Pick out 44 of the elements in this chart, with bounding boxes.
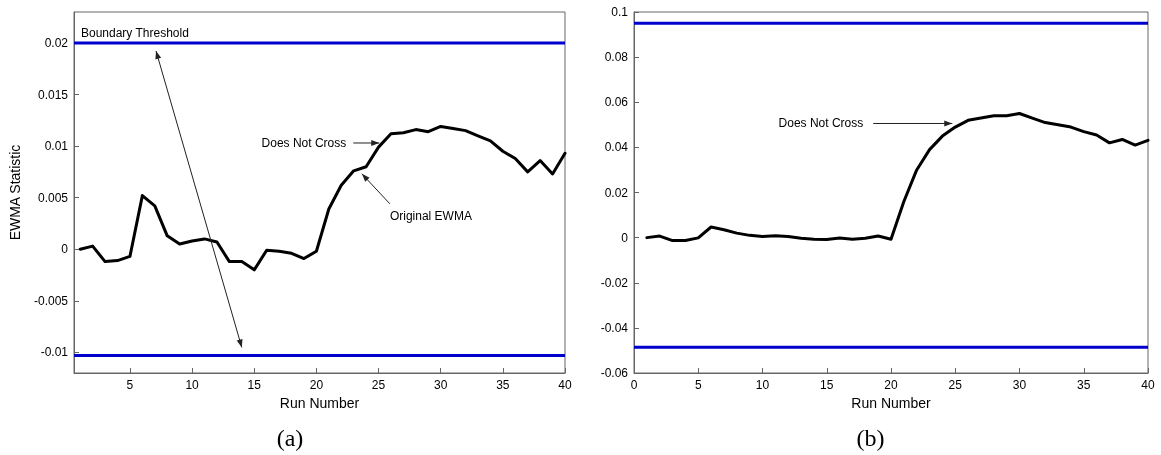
x-axis-title: Run Number [851, 394, 932, 411]
x-tick-label: 10 [755, 378, 770, 392]
y-tick-label: 0.01 [44, 139, 69, 154]
y-tick-label: 0 [61, 242, 69, 257]
x-tick-label: 30 [434, 378, 448, 392]
line-series [78, 124, 567, 272]
x-tick-label: 20 [309, 378, 324, 392]
x-axis-title: Run Number [279, 394, 360, 411]
annotation: Original EWMA [389, 208, 472, 223]
y-tick-label: 0.015 [37, 87, 69, 102]
y-tick-label: 0.02 [604, 185, 629, 200]
ref-line-label: Boundary Threshold [81, 25, 189, 40]
y-tick-label: 0.06 [604, 95, 629, 110]
y-tick-label: 0.005 [37, 190, 69, 205]
x-tick-label: 25 [948, 378, 963, 392]
x-tick-label: 20 [884, 378, 898, 392]
x-tick-label: 5 [694, 378, 702, 392]
y-tick-label: 0 [621, 230, 629, 245]
text: (b) [856, 425, 885, 451]
y-axis-title: EWMA Statistic [7, 144, 23, 241]
x-tick-label: 40 [1141, 378, 1155, 392]
y-tick-label: -0.01 [40, 345, 69, 360]
x-tick-label: 0 [630, 378, 638, 392]
y-tick-label: -0.02 [600, 275, 629, 290]
y-tick-label: -0.005 [33, 293, 69, 308]
y-tick-label: 0.08 [604, 50, 629, 65]
x-tick-label: 30 [1012, 378, 1027, 392]
y-tick-label: 0.02 [44, 35, 69, 50]
text: (a) [276, 425, 304, 451]
x-tick-label: 5 [126, 378, 134, 392]
x-tick-label: 15 [820, 378, 834, 392]
x-tick-label: 35 [496, 378, 510, 392]
x-tick-label: 10 [185, 378, 200, 392]
y-tick-label: -0.06 [600, 366, 629, 380]
x-tick-label: 15 [247, 378, 262, 392]
annotation: Does Not Cross [778, 116, 864, 131]
x-tick-label: 35 [1077, 378, 1091, 392]
x-tick-label: 40 [558, 378, 572, 392]
y-tick-label: 0.04 [604, 140, 629, 155]
y-tick-label: -0.04 [600, 320, 629, 335]
x-tick-label: 25 [371, 378, 386, 392]
line-series [645, 112, 1150, 243]
annotation: Does Not Cross [261, 135, 347, 150]
y-tick-label: 0.1 [611, 5, 629, 19]
